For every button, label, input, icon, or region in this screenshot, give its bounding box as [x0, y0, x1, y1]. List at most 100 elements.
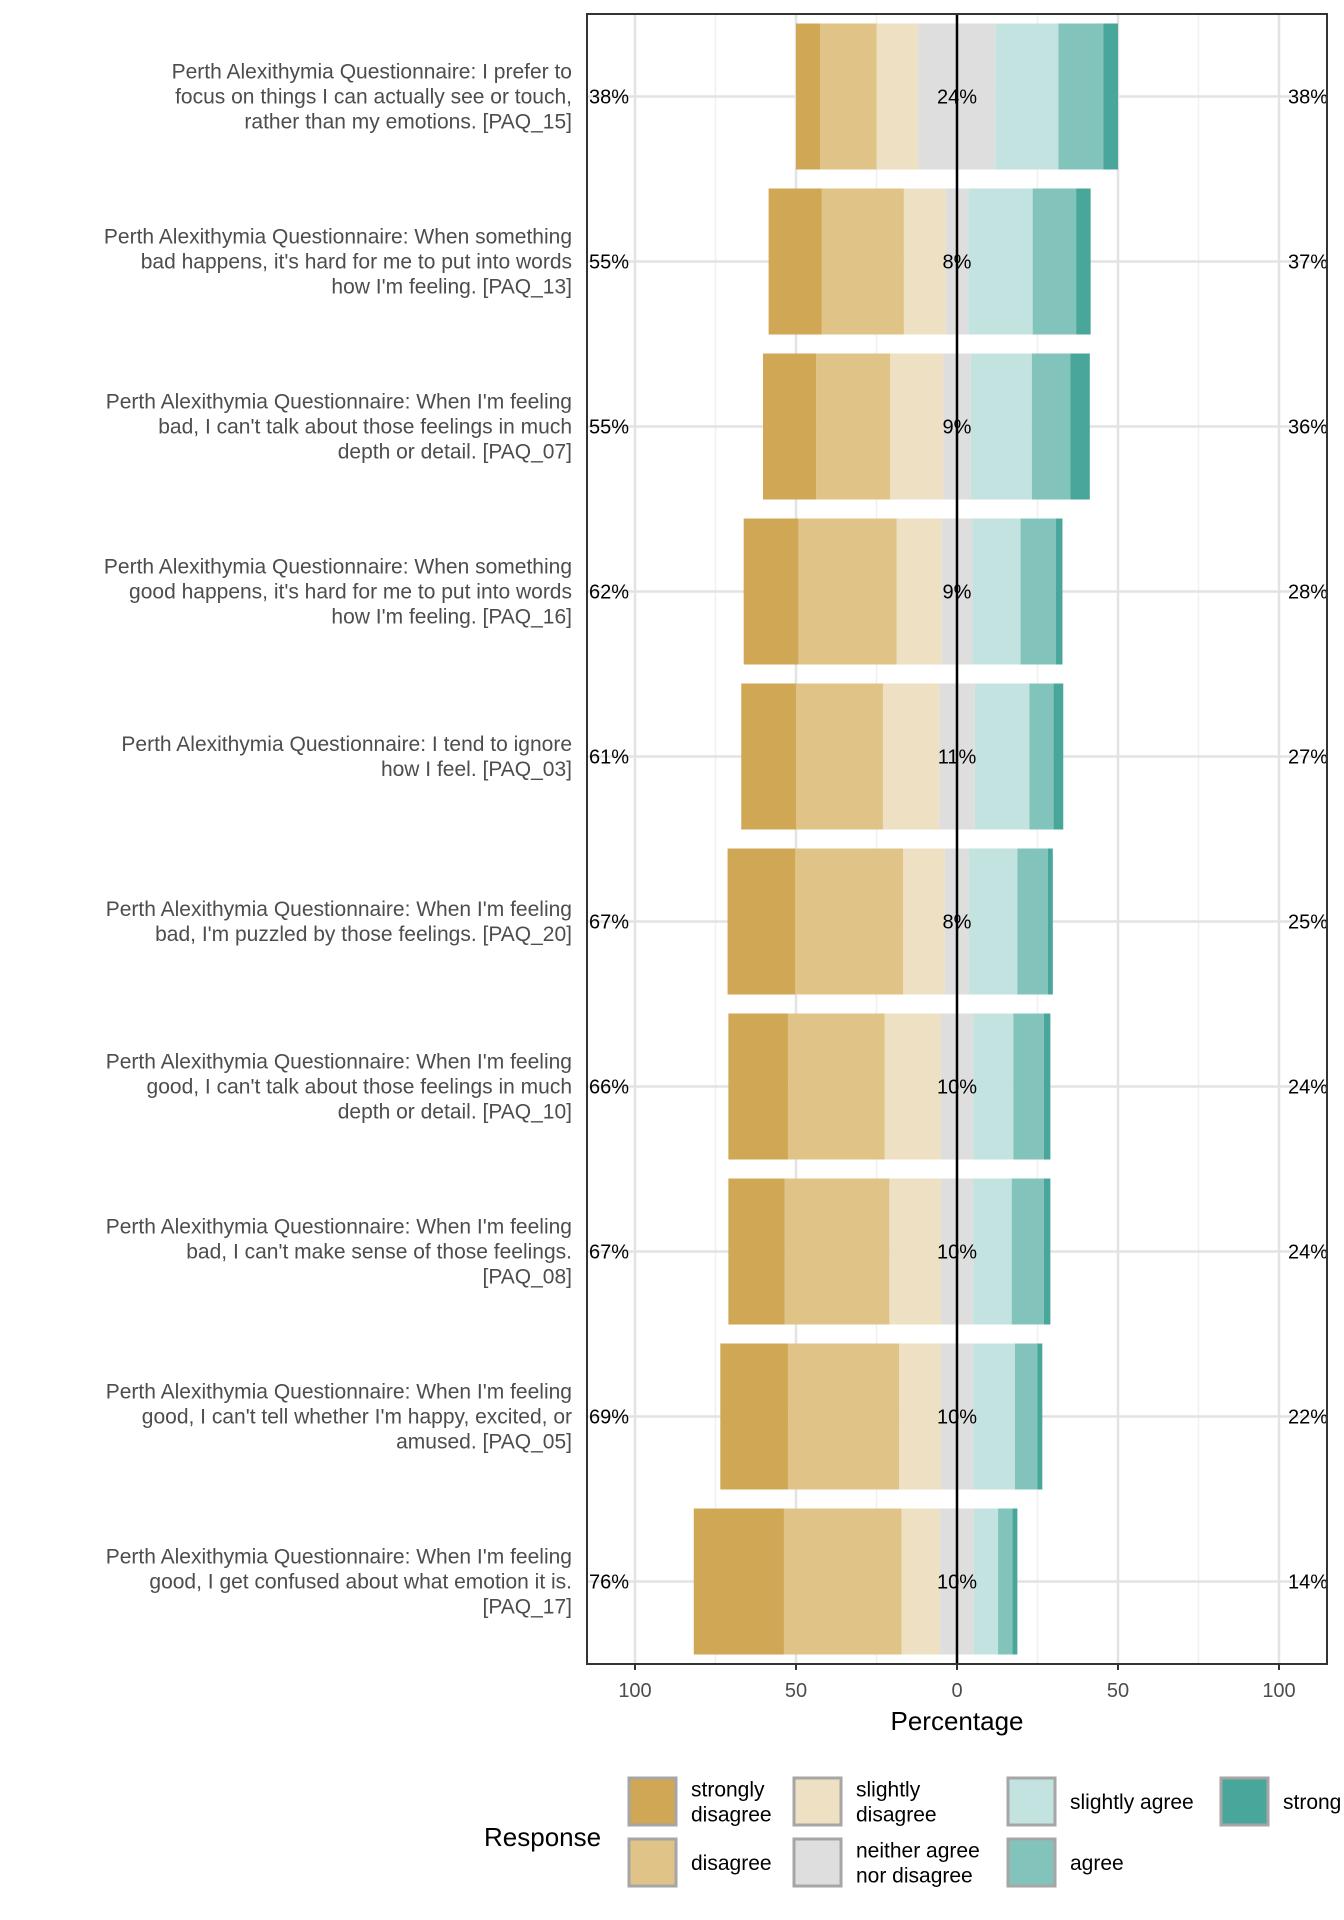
percent-low: 67% — [589, 912, 629, 934]
bar-segment-strongly-disagree — [796, 23, 821, 170]
item-label: Perth Alexithymia Questionnaire: When I'… — [106, 391, 572, 464]
bar-segment-disagree — [787, 1013, 885, 1160]
percent-high: 24% — [1288, 1242, 1328, 1264]
bar-segment-agree — [1029, 683, 1054, 830]
x-tick-label: 100 — [618, 1680, 651, 1702]
item-label: Perth Alexithymia Questionnaire: When so… — [104, 556, 572, 629]
x-tick-label: 50 — [1107, 1680, 1129, 1702]
item-label-line: [PAQ_08] — [483, 1266, 573, 1289]
bar-segment-strongly-disagree — [768, 188, 822, 335]
legend-label-line: disagree — [691, 1852, 772, 1875]
legend-label: slightly agree — [1070, 1791, 1194, 1814]
bar-segment-disagree — [784, 1178, 890, 1325]
item-label: Perth Alexithymia Questionnaire: I tend … — [121, 733, 572, 781]
legend-label: slightly disagree — [856, 1779, 937, 1827]
percent-low: 38% — [589, 87, 629, 109]
legend-label-line: slightly — [856, 1779, 921, 1802]
bar-segment-disagree — [798, 518, 897, 665]
bar-segment-strongly-agree — [1103, 23, 1118, 170]
item-label-line: focus on things I can actually see or to… — [175, 86, 572, 109]
bar-segment-slightly-disagree — [896, 518, 942, 665]
percent-high: 22% — [1288, 1407, 1328, 1429]
legend-label-line: slightly agree — [1070, 1791, 1194, 1814]
percent-high: 37% — [1288, 252, 1328, 274]
percent-low: 61% — [589, 747, 629, 769]
item-label-line: Perth Alexithymia Questionnaire: I tend … — [121, 733, 572, 756]
bar-segment-strongly-agree — [1012, 1508, 1018, 1655]
legend-label-line: nor disagree — [856, 1865, 973, 1888]
bar-segment-slightly-disagree — [890, 353, 944, 500]
legend-key-slightly-disagree — [792, 1776, 843, 1827]
item-label: Perth Alexithymia Questionnaire: When I'… — [106, 1381, 572, 1454]
bar-segment-strongly-disagree — [720, 1343, 788, 1490]
bar-segment-slightly-agree — [973, 1013, 1014, 1160]
x-axis: 100 50 0 50 100 — [586, 13, 1328, 1702]
item-label-line: amused. [PAQ_05] — [396, 1431, 572, 1454]
item-label: Perth Alexithymia Questionnaire: I prefe… — [172, 61, 572, 134]
legend-label: strongly disagree — [691, 1779, 772, 1827]
legend-label: strong — [1283, 1791, 1341, 1814]
x-tick-label: 100 — [1262, 1680, 1295, 1702]
percent-labels: 38% 24% 38% 55% 8% 37% 55% 9% 36% 62% 9% 28% 61% 11% 2… — [589, 87, 1328, 1594]
percent-high: 25% — [1288, 912, 1328, 934]
bar-segment-slightly-disagree — [889, 1178, 941, 1325]
bars — [693, 23, 1118, 1655]
percent-high: 38% — [1288, 87, 1328, 109]
bar-segment-agree — [1058, 23, 1104, 170]
percent-high: 28% — [1288, 582, 1328, 604]
percent-low: 66% — [589, 1077, 629, 1099]
percent-high: 36% — [1288, 417, 1328, 439]
bar-segment-agree — [1013, 1013, 1044, 1160]
bar-segment-disagree — [816, 353, 891, 500]
bar-segment-strongly-disagree — [728, 1013, 788, 1160]
bar-segment-slightly-agree — [995, 23, 1059, 170]
bar-segment-strongly-agree — [1043, 1178, 1051, 1325]
bar-segment-strongly-disagree — [693, 1508, 784, 1655]
item-label-line: good, I can't talk about those feelings … — [147, 1076, 572, 1099]
legend-key-neither-agree-nor-disagree — [792, 1837, 843, 1888]
percent-neutral: 24% — [937, 87, 977, 109]
bar-segment-slightly-agree — [973, 1343, 1015, 1490]
item-label-line: depth or detail. [PAQ_07] — [338, 441, 572, 464]
percent-low: 62% — [589, 582, 629, 604]
x-tick-label: 0 — [951, 1680, 962, 1702]
bar-segment-agree — [1031, 353, 1071, 500]
bar-segment-strongly-agree — [1053, 683, 1064, 830]
item-label-line: good, I get confused about what emotion … — [149, 1571, 572, 1594]
bar-segment-slightly-agree — [969, 848, 1018, 995]
bar-segment-slightly-disagree — [876, 23, 919, 170]
item-label: Perth Alexithymia Questionnaire: When I'… — [106, 898, 572, 946]
bar-segment-agree — [1020, 518, 1057, 665]
bar-segment-strongly-agree — [1076, 188, 1091, 335]
item-label-line: bad, I can't talk about those feelings i… — [158, 416, 572, 439]
bar-segment-strongly-agree — [1056, 518, 1063, 665]
percent-neutral: 11% — [938, 747, 977, 769]
percent-neutral: 10% — [937, 1077, 977, 1099]
bar-segment-strongly-disagree — [762, 353, 817, 500]
legend-label-line: strong — [1283, 1791, 1341, 1814]
legend-label: agree — [1070, 1852, 1124, 1875]
item-label-line: Perth Alexithymia Questionnaire: When I'… — [106, 1216, 572, 1239]
bar-segment-slightly-disagree — [901, 1508, 941, 1655]
legend-key-slightly-agree — [1006, 1776, 1057, 1827]
bar-segment-strongly-disagree — [743, 518, 799, 665]
bar-segment-strongly-disagree — [741, 683, 796, 830]
percent-neutral: 10% — [937, 1572, 977, 1594]
item-label-line: depth or detail. [PAQ_10] — [338, 1101, 572, 1124]
bar-segment-slightly-agree — [972, 518, 1021, 665]
item-label: Perth Alexithymia Questionnaire: When I'… — [106, 1216, 572, 1289]
item-label-line: rather than my emotions. [PAQ_15] — [244, 111, 572, 134]
item-label-line: how I'm feeling. [PAQ_16] — [331, 606, 572, 629]
bar-segment-disagree — [787, 1343, 900, 1490]
item-label-line: bad, I'm puzzled by those feelings. [PAQ… — [155, 923, 572, 946]
item-label: Perth Alexithymia Questionnaire: When so… — [104, 226, 572, 299]
bar-segment-strongly-agree — [1047, 848, 1053, 995]
bar-segment-strongly-agree — [1043, 1013, 1051, 1160]
item-label-line: bad, I can't make sense of those feeling… — [186, 1241, 572, 1264]
item-label-line: Perth Alexithymia Questionnaire: When I'… — [106, 1381, 572, 1404]
legend-label: disagree — [691, 1852, 772, 1875]
item-label-line: how I feel. [PAQ_03] — [381, 758, 572, 781]
percent-neutral: 8% — [943, 252, 972, 274]
item-label-line: good happens, it's hard for me to put in… — [129, 581, 572, 604]
